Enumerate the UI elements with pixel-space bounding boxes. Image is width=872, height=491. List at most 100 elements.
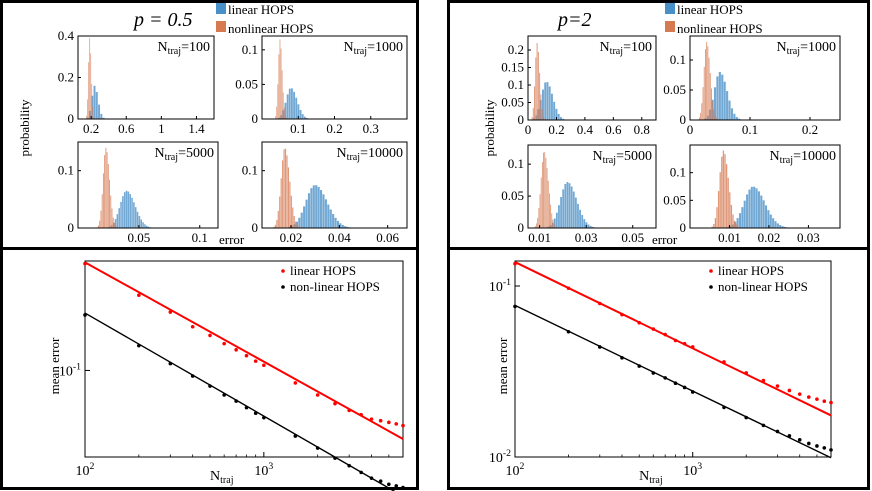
hist-1-3-nonlinear-bar	[724, 154, 726, 228]
hist-0-3-xtick-label: 0.02	[280, 230, 303, 245]
scatter-1-point-1	[690, 390, 695, 394]
hist-0-3-nonlinear-bar	[293, 216, 295, 228]
hist-0-2-linear-bar	[147, 226, 150, 228]
hist-0-3-nonlinear-bar	[287, 167, 290, 228]
hist-1-2-nonlinear-bar	[534, 226, 536, 228]
hist-0-1-linear-bar	[293, 91, 296, 119]
hist-0-3-nonlinear-bar	[284, 148, 287, 228]
scatter-1-point-1	[651, 371, 656, 375]
hist-0-0-linear-bar	[100, 113, 103, 119]
scatter-0-point-0	[253, 359, 258, 363]
hist-0-2-linear-bar	[129, 194, 131, 228]
scatter-1-point-0	[690, 345, 695, 349]
hist-0-1-ytick-label: 0.05	[235, 76, 258, 91]
hist-1-2-nonlinear-bar	[548, 193, 550, 228]
hist-1-2-linear-bar	[577, 203, 579, 228]
hist-1-3-xtick-label: 0.01	[718, 230, 741, 245]
hist-0-1-linear-bar	[288, 88, 291, 119]
scatter-0-point-1	[315, 446, 320, 450]
hist-1-0-nonlinear-bar	[537, 51, 539, 120]
hist-0-2-nonlinear-bar	[113, 222, 115, 228]
hist-1-2-ytick-label: 0	[518, 220, 525, 235]
hist-1-3-linear-bar	[769, 214, 772, 228]
hist-0-0-ntraj-label: Ntraj=100	[158, 40, 210, 57]
scatter-0-point-0	[401, 423, 405, 428]
panel-frame-bottom-left	[0, 247, 419, 490]
scatter-0-point-0	[262, 363, 266, 368]
scatter-0-point-0	[244, 353, 249, 358]
hist-0-2-nonlinear-bar	[102, 173, 104, 228]
legend-label-nonlinear-right: nonlinear HOPS	[677, 21, 763, 36]
hist-0-2-nonlinear-bar	[105, 147, 107, 228]
hist-1-3-xtick-label: 0.02	[758, 230, 781, 245]
hist-1-1-linear-bar	[716, 76, 719, 120]
hist-0-0-nonlinear-bar	[89, 38, 91, 119]
hist-0-3-nonlinear-bar	[274, 224, 276, 228]
hist-1-2-linear-bar	[591, 226, 594, 228]
hist-0-2-linear-bar	[116, 214, 119, 228]
hist-0-2-nonlinear-bar	[111, 208, 113, 228]
hist-0-1-nonlinear-bar	[278, 54, 280, 120]
hist-1-1-linear-bar	[721, 74, 724, 120]
hist-0-1-xtick-label: 0.1	[290, 121, 306, 136]
scatter-1-point-1	[673, 381, 678, 386]
hist-1-3-linear-bar	[750, 186, 753, 228]
hist-1-1-nonlinear-bar	[701, 103, 703, 120]
hist-0-0-nonlinear-bar	[88, 62, 90, 119]
hist-1-0-nonlinear-bar	[542, 116, 544, 120]
hist-0-0-linear-bar	[91, 95, 94, 119]
hist-0-2-nonlinear-bar	[109, 179, 110, 228]
hist-0-1-linear-bar	[297, 104, 300, 119]
hist-0-1-linear-bar	[291, 88, 293, 119]
hist-1-0-linear-bar	[546, 82, 549, 120]
legend-swatch-nonlinear-right	[665, 21, 675, 32]
hist-0-0-nonlinear-bar	[90, 53, 92, 119]
hist-1-3-linear-bar	[748, 189, 751, 228]
hist-0-3-nonlinear-bar	[292, 207, 294, 228]
hist-1-2-nonlinear-bar	[556, 226, 557, 228]
hist-0-3-linear-bar	[315, 185, 318, 228]
hist-1-2-linear-bar	[558, 205, 560, 228]
hist-1-3-nonlinear-bar	[733, 220, 736, 228]
hist-1-3-nonlinear-bar	[735, 224, 737, 228]
hist-1-3-nonlinear-bar	[713, 223, 715, 228]
hist-0-1-ntraj-label: Ntraj=1000	[344, 40, 403, 57]
hist-1-1-nonlinear-bar	[712, 100, 714, 120]
hist-xlabel-left: error	[219, 232, 245, 247]
hist-1-0-ytick-label: 0.15	[501, 60, 524, 75]
legend-label-linear-left: linear HOPS	[228, 2, 294, 17]
hist-1-3-ntraj-label: Ntraj=10000	[770, 149, 836, 166]
hist-1-2-nonlinear-bar	[540, 177, 542, 228]
hist-0-0-nonlinear-bar	[86, 115, 87, 119]
scatter-1-point-0	[566, 286, 571, 291]
hist-0-3-nonlinear-bar	[283, 149, 285, 228]
hist-1-1-linear-bar	[738, 118, 741, 120]
hist-1-3-linear-bar	[779, 225, 782, 228]
scatter-0-point-1	[244, 405, 249, 410]
hist-0-1-nonlinear-bar	[280, 48, 282, 119]
scatter-1-xtick-label: 102	[506, 461, 525, 479]
hist-0-3-nonlinear-bar	[286, 155, 288, 228]
scatter-0-point-1	[222, 393, 226, 397]
scatter-1-point-1	[722, 405, 726, 410]
hist-1-3-ytick-label: 0	[680, 220, 687, 235]
hist-0-3-ytick-label: 0.1	[242, 163, 258, 178]
hist-0-0-nonlinear-bar	[91, 83, 93, 119]
scatter-1-point-1	[663, 376, 667, 380]
hist-1-2-nonlinear-bar	[536, 223, 537, 228]
legend-swatch-linear-right	[665, 3, 675, 14]
scatter-0-point-1	[333, 456, 337, 460]
scatter-0-point-0	[208, 333, 212, 338]
scatter-0-fit-line-1	[84, 312, 396, 491]
hist-1-1-xtick-label: 0	[687, 122, 694, 137]
scatter-1-legend-label-1: non-linear HOPS	[718, 279, 808, 294]
hist-1-1-nonlinear-bar	[709, 73, 711, 120]
hist-1-2-nonlinear-bar	[538, 208, 540, 228]
hist-1-2-ntraj-label: Ntraj=5000	[593, 149, 652, 166]
scatter-0-legend-label-0: linear HOPS	[290, 263, 356, 278]
legend-label-nonlinear-left: nonlinear HOPS	[228, 21, 314, 36]
hist-1-0-linear-bar	[542, 89, 544, 120]
scatter-0-point-0	[222, 341, 226, 346]
